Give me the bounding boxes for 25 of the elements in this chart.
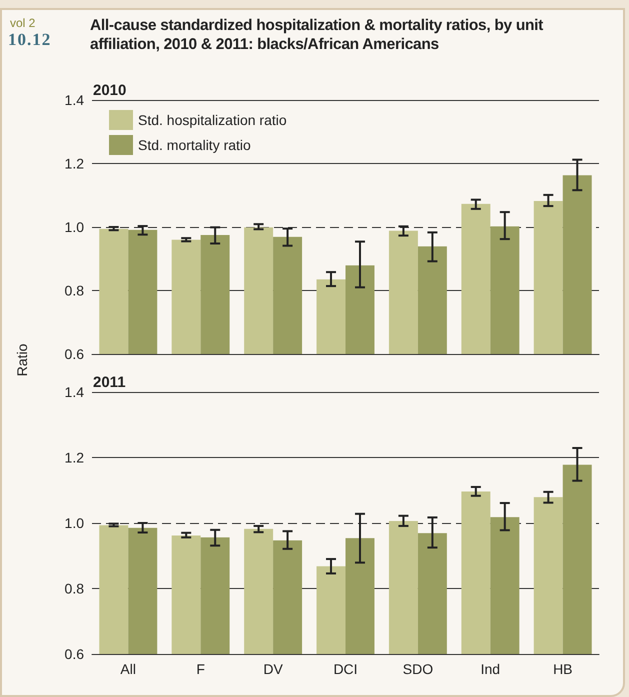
x-tick-label: Ind	[480, 661, 500, 677]
chart-title: 2010	[93, 82, 126, 99]
legend-label: Std. mortality ratio	[138, 137, 252, 153]
x-tick-label: DCI	[333, 661, 358, 677]
x-tick-label: SDO	[402, 661, 434, 677]
y-tick-label: 1.2	[64, 156, 84, 172]
y-tick-label: 1.0	[64, 515, 84, 531]
text: All-cause standardized hospitalization & mortality ratios, by unit affiliation, 2010 & 2011: blacks/African Americans	[90, 16, 544, 54]
y-tick-label: 0.8	[64, 282, 84, 298]
x-tick-label: DV	[263, 661, 284, 677]
text: 10.12	[8, 30, 52, 50]
y-tick-label: 1.2	[64, 450, 84, 466]
y-tick-label: 0.8	[64, 580, 84, 596]
x-tick-label: F	[196, 661, 205, 677]
y-tick-label: 1.4	[64, 92, 84, 108]
x-tick-label: All	[120, 661, 136, 677]
text: vol 2	[10, 16, 36, 30]
y-tick-label: 0.6	[64, 346, 84, 362]
chart-title: 2011	[93, 374, 126, 391]
y-tick-label: 1.0	[64, 219, 84, 235]
y-tick-label: 1.4	[64, 384, 84, 400]
y-axis-title: Ratio	[14, 344, 30, 376]
x-tick-label: HB	[553, 661, 573, 677]
legend-label: Std. hospitalization ratio	[138, 112, 287, 128]
y-tick-label: 0.6	[64, 646, 84, 662]
